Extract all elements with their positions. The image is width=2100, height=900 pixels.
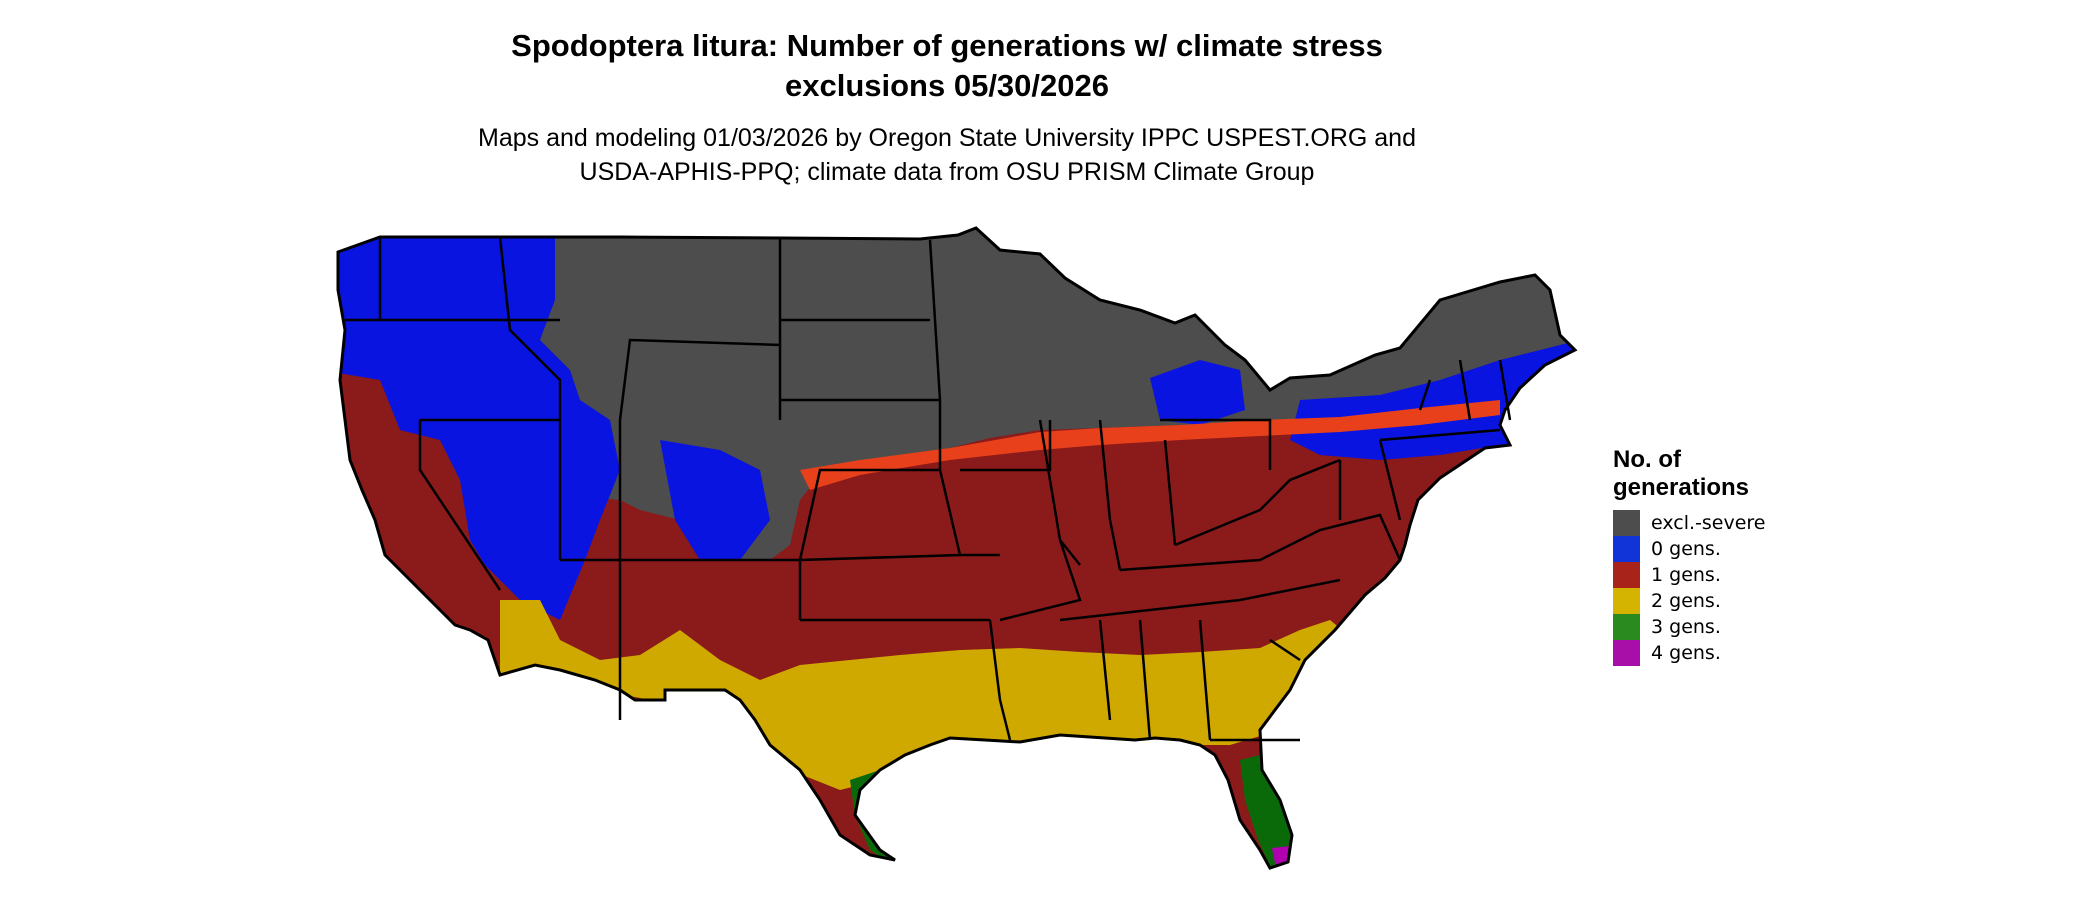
legend-label: 2 gens. [1651,590,1721,612]
legend-label: 0 gens. [1651,538,1721,560]
map-subtitle-line1: Maps and modeling 01/03/2026 by Oregon S… [478,124,1416,152]
us-generations-map [336,226,1577,870]
zone-one-gen-great-basin [380,430,520,640]
legend-item-excluded: excl.-severe [1613,510,1766,536]
legend: No. of generations excl.-severe 0 gens. … [1613,446,1766,666]
legend-swatch [1613,562,1640,588]
zone-zero-gen-rockies [660,440,770,560]
legend-swatch [1613,536,1640,562]
legend-swatch [1613,588,1640,614]
map-subtitle-line2: USDA-APHIS-PPQ; climate data from OSU PR… [579,158,1315,186]
legend-item-1-gens: 1 gens. [1613,562,1766,588]
legend-title: No. of generations [1613,446,1766,502]
zone-one-gen-light-band [800,400,1500,490]
legend-item-0-gens: 0 gens. [1613,536,1766,562]
legend-swatch [1613,640,1640,666]
zone-zero-gen-michigan [1150,360,1245,425]
legend-label: 3 gens. [1651,616,1721,638]
map-title-line2: exclusions 05/30/2026 [784,68,1109,103]
legend-item-4-gens: 4 gens. [1613,640,1766,666]
map-title-line1: Spodoptera litura: Number of generations… [511,28,1383,63]
legend-label: excl.-severe [1651,512,1766,534]
legend-label: 1 gens. [1651,564,1721,586]
legend-item-2-gens: 2 gens. [1613,588,1766,614]
legend-title-line1: No. of [1613,446,1681,473]
legend-label: 4 gens. [1651,642,1721,664]
legend-item-3-gens: 3 gens. [1613,614,1766,640]
legend-swatch [1613,510,1640,536]
legend-title-line2: generations [1613,474,1750,501]
legend-swatch [1613,614,1640,640]
state-borders [345,236,1512,742]
